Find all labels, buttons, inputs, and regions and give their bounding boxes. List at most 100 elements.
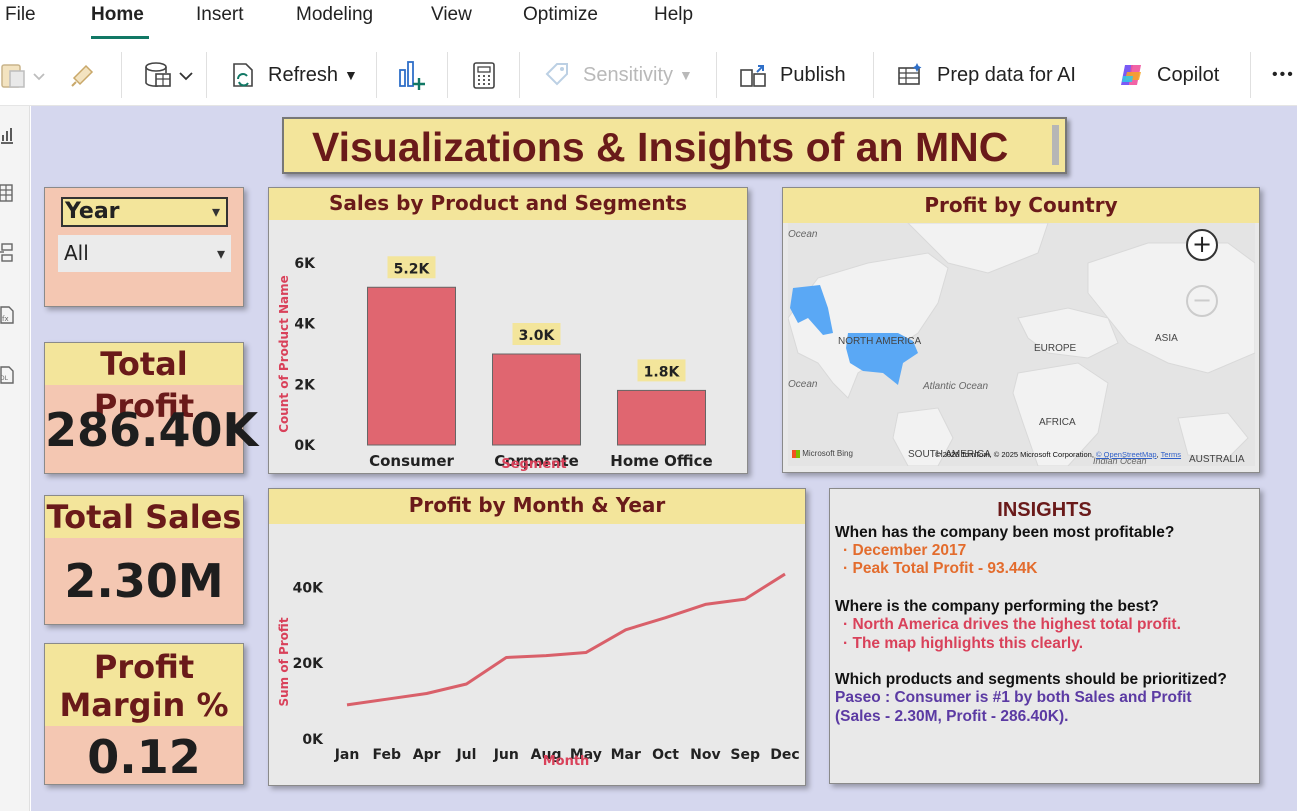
toolbar-separator [121, 52, 122, 98]
x-tick-label: Corporate [494, 452, 579, 470]
report-canvas: Visualizations & Insights of an MNC Year… [31, 106, 1297, 811]
menu-view[interactable]: View [431, 4, 472, 25]
bar-chart-svg: 0K 2K 4K 6K 5.2K Consumer 3.0K Corporate 1.8K Hom… [277, 256, 713, 472]
slicer-selected-value: All [64, 241, 89, 265]
report-view-icon[interactable] [0, 124, 14, 146]
kpi-value: 0.12 [87, 730, 201, 784]
paintbrush-icon [71, 64, 94, 87]
chevron-down-icon[interactable]: ▼ [344, 67, 358, 83]
bullet-icon: · [843, 542, 849, 559]
terms-link[interactable]: Terms [1160, 450, 1182, 459]
bar [617, 389, 706, 446]
map-label: Ocean [788, 379, 818, 390]
new-visual-button[interactable] [396, 44, 430, 106]
refresh-button[interactable]: Refresh ▼ [228, 44, 358, 106]
x-tick-label: Consumer [369, 452, 454, 470]
map-canvas[interactable]: Ocean NORTH AMERICA EUROPE ASIA Ocean At… [788, 223, 1255, 466]
map-title: Profit by Country [783, 188, 1259, 223]
x-tick-label: Dec [770, 747, 799, 763]
chevron-down-icon[interactable]: ▾ [216, 244, 225, 263]
prep-data-ai-button[interactable]: Prep data for AI [895, 44, 1076, 106]
format-painter-button[interactable] [68, 44, 102, 106]
data-label-bg [637, 359, 686, 382]
toolbar-separator [376, 52, 377, 98]
insight-question: When has the company been most profitabl… [835, 524, 1175, 541]
sales-by-segment-chart[interactable]: Sales by Product and Segments 0K 2K 4K 6K 5.… [268, 187, 748, 474]
toolbar-separator [873, 52, 874, 98]
chart-title: Profit by Month & Year [269, 489, 805, 524]
publish-button[interactable]: Publish [738, 44, 846, 106]
x-tick-label: May [570, 747, 602, 763]
total-sales-card[interactable]: Total Sales 2.30M [44, 495, 244, 625]
table-view-icon[interactable] [0, 182, 14, 204]
kpi-label: Margin % [59, 686, 229, 724]
database-table-icon [145, 62, 193, 87]
bing-logo: Microsoft Bing [792, 449, 853, 458]
year-slicer[interactable]: Year ▾ All ▾ [44, 187, 244, 307]
slicer-header[interactable]: Year ▾ [61, 197, 228, 227]
bing-attribution: Microsoft Bing [802, 449, 853, 458]
insight-question: Where is the company performing the best… [835, 598, 1159, 615]
sensitivity-label-icon [545, 63, 568, 86]
publish-icon [740, 65, 766, 87]
zoom-in-button[interactable]: + [1186, 229, 1218, 261]
view-rail: fx DL [0, 106, 30, 811]
y-axis-label: Sum of Profit [277, 617, 291, 706]
profit-by-country-map[interactable]: Profit by Country Ocean NORTH AMERICA EU… [782, 187, 1260, 473]
insight-answer: · North America drives the highest total… [843, 616, 1181, 633]
data-label: 3.0K [519, 328, 556, 344]
x-tick-label: Feb [373, 747, 402, 763]
svg-text:fx: fx [2, 315, 9, 323]
menu-insert[interactable]: Insert [196, 4, 244, 25]
line-chart-svg: 0K 20K 40K Jan Feb Apr Jul Jun Aug May Mar Oct Nov Se… [277, 572, 800, 769]
insight-answer: · The map highlights this clearly. [843, 635, 1084, 652]
insights-panel: INSIGHTS When has the company been most … [829, 488, 1260, 784]
x-axis-label: Segment [501, 457, 566, 472]
x-tick-label: Jun [493, 747, 519, 763]
tmdl-view-icon[interactable]: DL [0, 364, 14, 386]
report-title-box[interactable]: Visualizations & Insights of an MNC [282, 117, 1067, 174]
x-tick-label: Jul [455, 747, 476, 763]
sensitivity-button[interactable]: Sensitivity ▼ [543, 44, 693, 106]
x-tick-label: Home Office [610, 452, 712, 470]
new-visual-icon [399, 61, 425, 90]
kpi-label: Total Profit [45, 343, 243, 425]
insight-answer: (Sales - 2.30M, Profit - 286.40K). [835, 708, 1069, 725]
bullet-icon: · [843, 560, 849, 577]
kpi-label-box: Profit Margin % [45, 644, 243, 726]
menu-home[interactable]: Home [91, 4, 144, 25]
map-label: Ocean [788, 229, 818, 240]
menu-bar: File Home Insert Modeling View Optimize … [0, 0, 1297, 44]
microsoft-logo-icon [792, 449, 800, 458]
copyright-text: © 2025 TomTom, © 2025 Microsoft Corporat… [935, 450, 1094, 459]
menu-help[interactable]: Help [654, 4, 694, 25]
menu-optimize[interactable]: Optimize [523, 4, 598, 25]
zoom-out-button[interactable]: − [1186, 285, 1218, 317]
kpi-value: 2.30M [64, 554, 224, 608]
refresh-label: Refresh [268, 63, 339, 86]
plus-icon: + [1191, 230, 1213, 258]
menu-modeling[interactable]: Modeling [296, 4, 374, 25]
prep-data-ai-label: Prep data for AI [937, 63, 1076, 86]
slicer-label: Year [65, 199, 120, 224]
profit-by-month-chart[interactable]: Profit by Month & Year 0K 20K 40K Jan Feb Apr… [268, 488, 806, 786]
get-data-button[interactable] [142, 44, 198, 106]
publish-label: Publish [780, 63, 846, 86]
copilot-button[interactable]: Copilot [1117, 44, 1219, 106]
x-tick-label: Apr [413, 747, 441, 763]
new-measure-button[interactable] [470, 44, 498, 106]
chevron-down-icon[interactable]: ▾ [211, 202, 220, 221]
menu-file[interactable]: File [5, 4, 36, 25]
map-label: NORTH AMERICA [838, 336, 922, 347]
paste-button[interactable] [0, 44, 48, 106]
dax-query-view-icon[interactable]: fx [0, 304, 14, 326]
osm-link[interactable]: © OpenStreetMap [1096, 450, 1157, 459]
y-tick-label: 40K [293, 580, 324, 596]
model-view-icon[interactable] [0, 242, 14, 264]
total-profit-card[interactable]: Total Profit 286.40K [44, 342, 258, 474]
profit-margin-card[interactable]: Profit Margin % 0.12 [44, 643, 244, 785]
data-label: 1.8K [644, 364, 681, 380]
slicer-dropdown[interactable]: All ▾ [58, 235, 231, 272]
data-label-bg [387, 256, 436, 279]
more-options-button[interactable]: ••• [1272, 66, 1295, 83]
